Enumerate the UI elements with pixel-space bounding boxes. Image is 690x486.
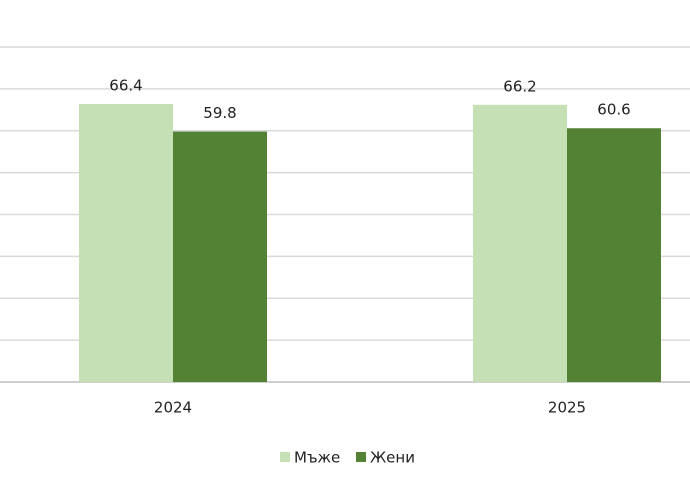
bar [79, 103, 173, 382]
value-label: 59.8 [203, 104, 236, 122]
legend-swatch [280, 452, 290, 462]
value-label: 66.4 [109, 76, 142, 94]
value-label: 60.6 [597, 101, 630, 119]
bar [173, 131, 267, 382]
legend-label: Жени [370, 449, 415, 467]
legend-swatch [356, 452, 366, 462]
bar [567, 128, 661, 382]
bar [473, 104, 567, 382]
legend-label: Мъже [294, 449, 340, 467]
x-tick-label: 2025 [548, 399, 586, 417]
x-tick-label: 2024 [154, 399, 192, 417]
value-label: 66.2 [503, 77, 536, 95]
